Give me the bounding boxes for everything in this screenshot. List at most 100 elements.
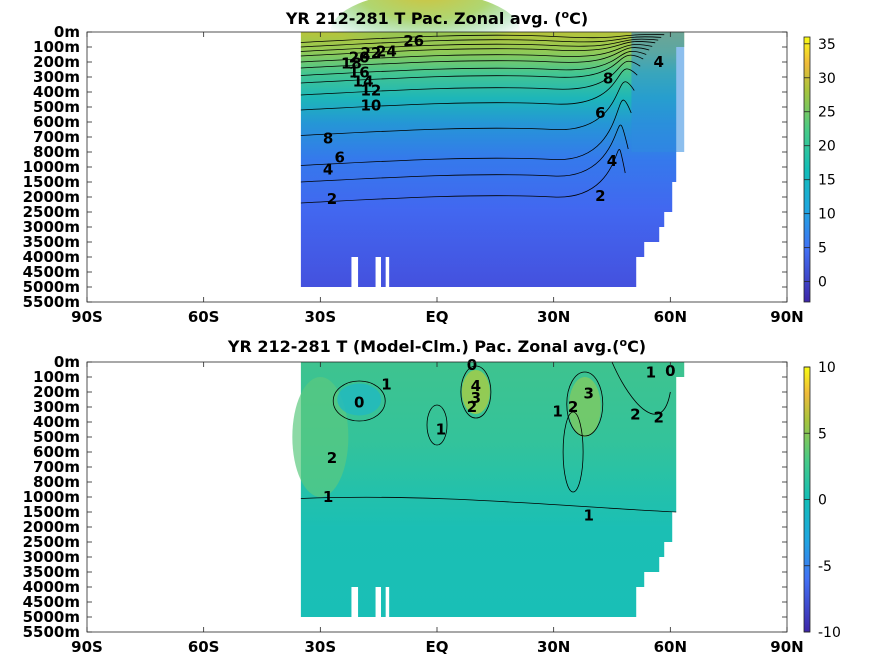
colorbar-tick-label: 10 [818,360,836,376]
contour-line [426,404,448,446]
colorbar-tick-label: 20 [818,139,836,155]
y-tick-label: 500m [33,98,80,116]
x-tick-label: 90S [71,638,103,656]
anomaly-patch-north [568,377,601,437]
y-tick-label: 500m [33,428,80,446]
y-tick-label: 600m [33,443,80,461]
contour-label: 2 [568,398,578,416]
y-tick-label: 2500m [23,203,80,221]
y-tick-label: 800m [33,143,80,161]
contour-line [300,34,665,43]
contour-lines [300,361,677,513]
bathymetry-gap [351,257,359,288]
contour-label: 1 [552,403,562,421]
x-tick-label: 60S [188,638,220,656]
y-tick-label: 1000m [23,488,80,506]
y-tick-label: 400m [33,83,80,101]
x-tick-label: 90N [770,638,803,656]
colorbar-tick-label: 30 [818,71,836,87]
contour-label: 2 [595,187,605,205]
contour-label: 18 [341,55,362,73]
anomaly-patch-eq [461,370,490,414]
contour-label: 2 [630,406,640,424]
bathymetry-gap [351,587,359,618]
y-tick-label: 4000m [23,248,80,266]
contour-label: 6 [335,148,345,166]
y-tick-label: 700m [33,128,80,146]
contour-line [300,81,635,136]
x-tick-label: EQ [426,308,449,326]
y-tick-label: 100m [33,38,80,56]
y-tick-label: 2000m [23,518,80,536]
y-tick-label: 4000m [23,578,80,596]
y-tick-label: 100m [33,368,80,386]
contour-label: 1 [381,376,391,394]
y-tick-label: 4500m [23,593,80,611]
y-tick-label: 5000m [23,278,80,296]
contour-label: 1 [646,364,656,382]
colorbar-tick-label: 0 [818,275,827,291]
contour-label: 4 [607,152,617,170]
anomaly-patch-cool [337,383,382,416]
bathymetry-gap [385,587,390,618]
x-tick-label: 30N [537,308,570,326]
colorbar-tick-label: 0 [818,493,827,509]
y-tick-label: 1500m [23,503,80,521]
contour-line [300,47,650,69]
y-tick-label: 4500m [23,263,80,281]
contour-line [300,149,626,204]
contour-lines [300,34,665,204]
contour-line [300,496,677,513]
contour-label: 1 [323,488,333,506]
y-tick-label: 3000m [23,548,80,566]
x-tick-label: 90N [770,308,803,326]
contour-line [300,99,632,166]
bathymetry-gap [385,257,390,288]
x-tick-label: 60N [654,638,687,656]
contour-line [300,36,662,48]
colorbar-tick-label: 5 [818,241,827,257]
y-tick-label: 0m [54,353,80,371]
colorbar-tick-label: -5 [818,559,832,575]
contour-line [332,380,386,422]
contour-label: 16 [349,64,370,82]
x-tick-label: 30S [304,308,336,326]
colorbar-tick-label: 25 [818,105,836,121]
y-tick-label: 2500m [23,533,80,551]
y-tick-label: 300m [33,398,80,416]
x-tick-label: 30N [537,638,570,656]
contour-label: 2 [327,190,337,208]
contour-label: 14 [353,73,374,91]
contour-label: 2 [653,409,663,427]
y-tick-label: 700m [33,458,80,476]
contour-label: 4 [653,53,663,71]
contour-label: 2 [467,398,477,416]
contour-label: 22 [360,44,381,62]
y-tick-label: 600m [33,113,80,131]
contour-label: 10 [360,97,381,115]
x-tick-label: 60S [188,308,220,326]
contour-label: 0 [354,394,364,412]
contour-label: 8 [603,70,613,88]
contour-line [611,361,671,415]
contour-line [300,44,653,63]
contour-label: 24 [376,43,397,61]
contour-label: 12 [360,82,381,100]
contour-label: 1 [436,421,446,439]
colorbar-tick-label: 5 [818,426,827,442]
y-tick-label: 5000m [23,608,80,626]
y-tick-label: 200m [33,53,80,71]
y-tick-label: 300m [33,68,80,86]
contour-label: 6 [595,104,605,122]
y-tick-label: 200m [33,383,80,401]
x-tick-label: 30S [304,638,336,656]
contour-line [300,124,629,183]
contour-label: 4 [323,160,333,178]
contour-label: 2 [327,449,337,467]
y-tick-label: 2000m [23,188,80,206]
contour-line [562,411,584,493]
x-tick-label: EQ [426,638,449,656]
